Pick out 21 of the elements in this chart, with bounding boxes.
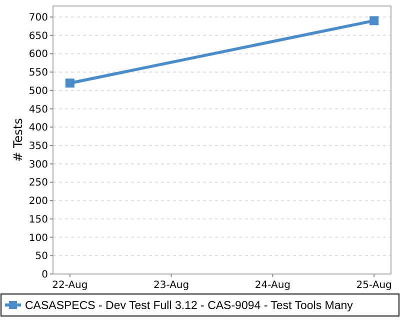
- y-tick-label: 0: [42, 270, 48, 280]
- y-tick-label: 650: [28, 30, 48, 42]
- y-tick-label: 50: [35, 251, 48, 262]
- x-tick-label: 23-Aug: [153, 280, 190, 291]
- y-tick-label: 600: [28, 49, 48, 60]
- y-tick-label: 700: [28, 12, 48, 24]
- y-tick-label: 100: [28, 232, 48, 244]
- y-tick-label: 150: [28, 214, 48, 226]
- y-tick-label: 200: [28, 196, 48, 208]
- y-tick-label: 350: [28, 141, 48, 152]
- x-tick-label: 22-Aug: [52, 280, 88, 291]
- y-tick-label: 400: [28, 122, 48, 134]
- y-tick-label: 300: [28, 159, 48, 170]
- y-tick-label: 550: [28, 68, 48, 79]
- x-tick-label: 24-Aug: [254, 280, 291, 291]
- legend-label: CASASPECS - Dev Test Full 3.12 - CAS-9094 - Test Tools Many: [25, 300, 354, 312]
- y-tick-label: 450: [28, 104, 48, 116]
- y-tick-label: 500: [28, 86, 48, 97]
- y-axis-title: # Tests: [11, 118, 25, 162]
- y-tick-label: 250: [28, 178, 48, 189]
- x-tick-label: 25-Aug: [356, 280, 392, 291]
